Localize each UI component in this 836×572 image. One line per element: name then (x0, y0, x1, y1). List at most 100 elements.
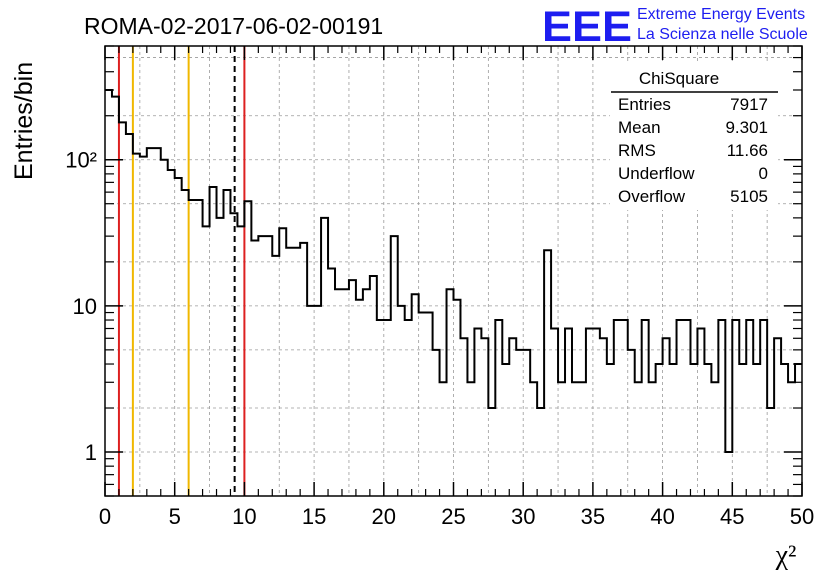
histogram-bin (711, 382, 718, 496)
histogram-bin (251, 241, 258, 496)
histogram-bin (182, 190, 189, 496)
x-tick-label: 30 (511, 504, 535, 529)
histogram-bin (335, 289, 342, 496)
histogram-bin (523, 350, 530, 496)
stats-value: 7917 (730, 95, 768, 114)
grid (104, 46, 803, 497)
histogram-bin (670, 364, 677, 496)
histogram-bin (258, 236, 265, 496)
stats-value: 0 (759, 164, 768, 183)
histogram-bin (788, 382, 795, 496)
histogram-bin (307, 306, 314, 496)
histogram-bin (321, 218, 328, 496)
histogram-bin (663, 338, 670, 496)
x-axis-label: χ² (775, 540, 797, 571)
histogram-bin (433, 350, 440, 496)
x-tick-label: 35 (581, 504, 605, 529)
histogram-bin (795, 364, 802, 496)
histogram-bin (272, 256, 279, 496)
histogram-bin (530, 382, 537, 496)
histogram-bin (175, 178, 182, 496)
eee-logo-line1: Extreme Energy Events (637, 6, 805, 23)
histogram-bin (342, 289, 349, 496)
histogram-bin (161, 160, 168, 496)
histogram-bin (189, 200, 196, 496)
histogram-bin (223, 190, 230, 496)
histogram (105, 88, 802, 496)
stats-label: Underflow (618, 164, 695, 183)
stats-value: 11.66 (727, 141, 768, 160)
stats-title: ChiSquare (639, 69, 719, 88)
histogram-bin (112, 97, 119, 496)
histogram-bin (203, 226, 210, 496)
histogram-bin (314, 306, 321, 496)
histogram-bin (600, 338, 607, 496)
histogram-bin (753, 364, 760, 496)
histogram-bin (370, 276, 377, 496)
histogram-bin (474, 329, 481, 496)
eee-logo-line2: La Scienza nelle Scuole (637, 26, 808, 43)
histogram-bin (126, 134, 133, 496)
histogram-bin (516, 350, 523, 496)
histogram-bin (217, 218, 224, 496)
histogram-bin (690, 364, 697, 496)
histogram-outline (105, 88, 802, 454)
histogram-bin (607, 364, 614, 496)
histogram-bin (398, 306, 405, 496)
x-tick-label: 5 (169, 504, 181, 529)
histogram-bin (356, 300, 363, 496)
y-tick-label: 1 (85, 440, 97, 465)
histogram-bin (572, 382, 579, 496)
histogram-bin (509, 338, 516, 496)
x-tick-label: 50 (790, 504, 814, 529)
x-tick-label: 45 (720, 504, 744, 529)
stats-value: 5105 (730, 187, 768, 206)
histogram-bin (774, 338, 781, 496)
stats-label: Entries (618, 95, 671, 114)
histogram-bin (565, 329, 572, 496)
histogram-bin (544, 250, 551, 496)
stats-label: Overflow (618, 187, 686, 206)
histogram-bin (265, 236, 272, 496)
x-tick-label: 15 (302, 504, 326, 529)
histogram-bin (279, 228, 286, 496)
run-title: ROMA-02-2017-06-02-00191 (84, 13, 383, 39)
histogram-bin (628, 350, 635, 496)
histogram-bin (412, 294, 419, 496)
histogram-bin (649, 382, 656, 496)
histogram-bin (440, 382, 447, 496)
stats-label: Mean (618, 118, 661, 137)
histogram-bin (133, 154, 140, 496)
histogram-bin (697, 329, 704, 496)
y-tick-label: 10 (73, 294, 97, 319)
histogram-bin (454, 300, 461, 496)
histogram-bin (210, 187, 217, 496)
histogram-bin (635, 382, 642, 496)
histogram-bin (502, 364, 509, 496)
histogram-bin (196, 200, 203, 496)
histogram-bin (154, 148, 161, 496)
histogram-bin (237, 226, 244, 496)
stats-value: 9.301 (725, 118, 768, 137)
x-tick-label: 40 (650, 504, 674, 529)
y-axis-label: Entries/bin (10, 62, 38, 180)
histogram-bin (426, 313, 433, 496)
histogram-bin (481, 338, 488, 496)
stats-label: RMS (618, 141, 656, 160)
histogram-bin (168, 170, 175, 496)
histogram-bin (551, 329, 558, 496)
histogram-bin (293, 248, 300, 496)
histogram-bin (140, 157, 147, 496)
histogram-bin (558, 382, 565, 496)
histogram-bin (328, 269, 335, 496)
histogram-bin (460, 338, 467, 496)
histogram-bin (725, 452, 732, 496)
x-tick-label: 25 (441, 504, 465, 529)
x-tick-label: 20 (372, 504, 396, 529)
histogram-bin (147, 148, 154, 496)
histogram-bin (300, 243, 307, 496)
histogram-bin (419, 313, 426, 496)
histogram-bin (286, 248, 293, 496)
eee-logo-mark: EEE (542, 3, 632, 51)
